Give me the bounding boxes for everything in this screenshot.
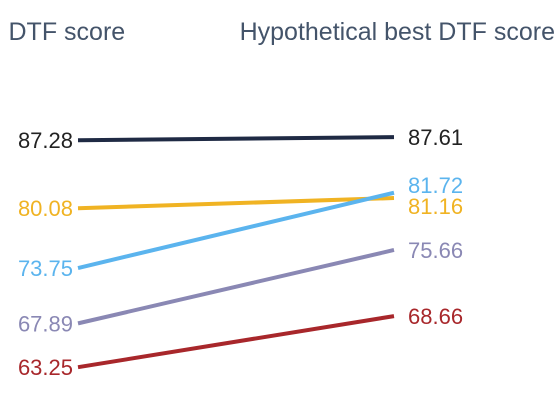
series-line-2: [77, 190, 395, 270]
series-line-4: [77, 314, 395, 370]
right-value-label-0: 87.61: [408, 125, 463, 150]
left-value-label-0: 87.28: [18, 128, 73, 153]
left-value-label-1: 80.08: [18, 196, 73, 221]
right-value-label-4: 68.66: [408, 304, 463, 329]
series-line-1: [77, 196, 395, 211]
left-value-label-2: 73.75: [18, 256, 73, 281]
right-value-label-2: 81.72: [408, 173, 463, 198]
value-labels: 87.28 87.61 80.08 81.16 73.75 81.72 67.89 75.66…: [18, 125, 463, 380]
left-value-label-4: 63.25: [18, 355, 73, 380]
series-line-3: [77, 248, 395, 326]
right-value-label-1: 81.16: [408, 194, 463, 219]
left-column-title: l DTF score: [0, 18, 125, 46]
right-column-title: Hypothetical best DTF score: [240, 18, 555, 46]
left-value-label-3: 67.89: [18, 311, 73, 336]
right-value-label-3: 75.66: [408, 238, 463, 263]
series-line-0: [77, 135, 395, 143]
series-lines: [77, 135, 395, 370]
